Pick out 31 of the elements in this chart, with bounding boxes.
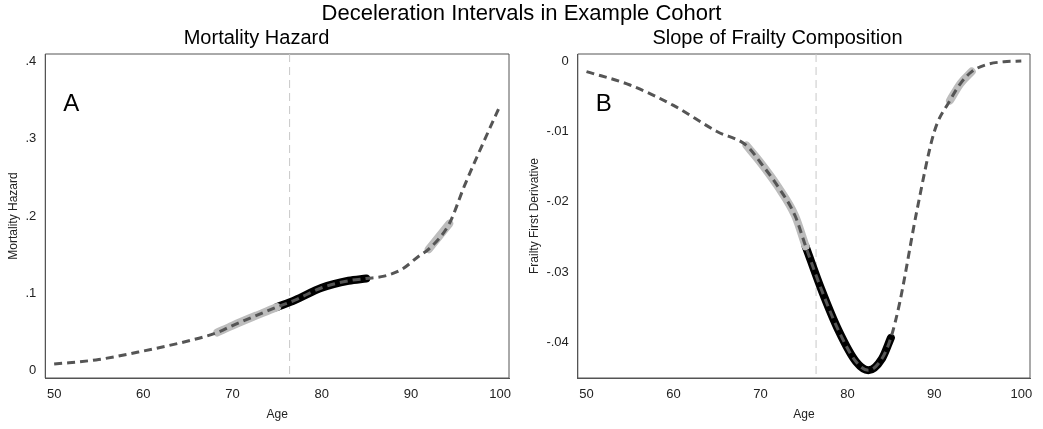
x-tick-label: 100 bbox=[1010, 386, 1033, 402]
chart-title: Mortality Hazard bbox=[183, 25, 330, 48]
y-tick-label: .4 bbox=[25, 53, 37, 69]
y-axis-title: Frailty First Derivative bbox=[526, 157, 541, 275]
y-tick-label: 0 bbox=[561, 52, 569, 68]
y-tick-label: .2 bbox=[25, 207, 37, 223]
x-tick-label: 80 bbox=[840, 386, 855, 402]
x-tick-label: 100 bbox=[489, 386, 511, 402]
x-axis-title: Age bbox=[793, 407, 815, 422]
x-tick-label: 90 bbox=[403, 386, 419, 402]
text: Deceleration Intervals in Example Cohort bbox=[320, 0, 723, 26]
x-tick-label: 80 bbox=[314, 386, 329, 402]
y-tick-label: -.04 bbox=[546, 334, 569, 350]
x-axis-title: Age bbox=[266, 407, 289, 422]
x-tick-label: 90 bbox=[927, 386, 942, 402]
y-tick-label: .3 bbox=[25, 130, 37, 146]
y-tick-label: -.01 bbox=[546, 123, 569, 139]
x-tick-label: 60 bbox=[666, 386, 681, 402]
y-tick-label: -.02 bbox=[546, 193, 569, 209]
chart-title: Slope of Frailty Composition bbox=[652, 25, 903, 48]
annotation: B bbox=[595, 88, 612, 116]
x-tick-label: 50 bbox=[579, 386, 594, 402]
y-tick-label: .1 bbox=[25, 284, 37, 300]
y-tick-label: -.03 bbox=[546, 263, 569, 279]
y-axis-title: Mortality Hazard bbox=[5, 172, 20, 260]
x-tick-label: 70 bbox=[753, 386, 768, 402]
x-tick-label: 50 bbox=[46, 386, 62, 402]
x-tick-label: 70 bbox=[225, 386, 240, 402]
x-tick-label: 60 bbox=[136, 386, 151, 402]
y-tick-label: 0 bbox=[29, 361, 37, 377]
annotation: A bbox=[63, 88, 80, 116]
